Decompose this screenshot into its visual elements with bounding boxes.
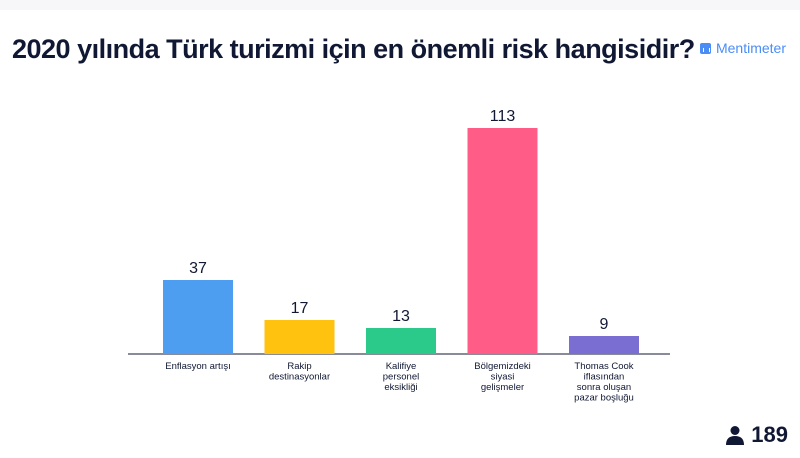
category-label-3-line-1: Kalifiye <box>386 361 417 372</box>
category-label-3-line-2: personel <box>383 372 419 383</box>
participant-number: 189 <box>751 422 788 447</box>
category-label-4-line-2: siyasi <box>491 372 515 383</box>
bar-5 <box>569 336 639 354</box>
page-title: 2020 yılında Türk turizmi için en önemli… <box>12 34 695 64</box>
category-label-1-line-1: Enflasyon artışı <box>165 361 230 372</box>
value-label-1: 37 <box>189 260 207 277</box>
value-label-3: 13 <box>392 308 410 325</box>
bar-3 <box>366 328 436 354</box>
category-label-2-line-1: Rakip <box>287 361 311 372</box>
brand-logo: Mentimeter <box>699 40 786 56</box>
slide: 2020 yılında Türk turizmi için en önemli… <box>0 10 800 458</box>
category-label-5-line-3: sonra oluşan <box>577 382 631 393</box>
bar-1 <box>163 280 233 354</box>
person-icon <box>726 426 745 445</box>
brand-name: Mentimeter <box>715 40 786 56</box>
category-label-4-line-1: Bölgemizdeki <box>474 361 531 372</box>
category-label-3-line-3: eksikliği <box>384 382 417 393</box>
category-label-5-line-2: iflasından <box>584 372 625 383</box>
value-label-2: 17 <box>291 300 309 317</box>
value-label-4: 113 <box>490 108 516 125</box>
value-label-5: 9 <box>600 316 609 333</box>
category-label-5-line-1: Thomas Cook <box>574 361 633 372</box>
category-label-5-line-4: pazar boşluğu <box>574 393 634 404</box>
participant-count: 189 <box>725 422 788 448</box>
category-label-2-line-2: destinasyonlar <box>269 372 330 383</box>
bar-2 <box>264 320 335 354</box>
bar-4 <box>467 128 538 354</box>
mentimeter-icon <box>699 42 711 54</box>
category-label-4-line-3: gelişmeler <box>481 382 524 393</box>
